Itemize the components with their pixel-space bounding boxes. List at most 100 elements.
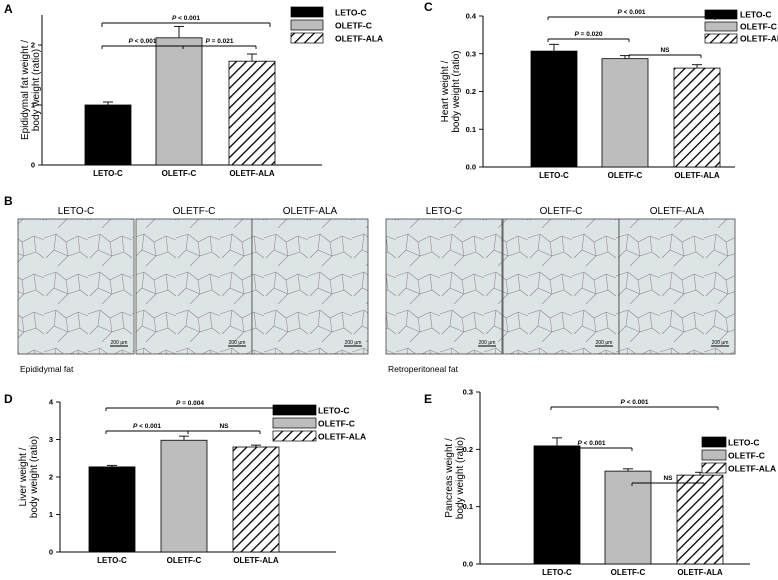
p-symbol: P: [176, 400, 181, 407]
bar-oletf-c: [601, 58, 649, 168]
y-axis-label: Heart weight /body weight (ratio): [440, 50, 462, 132]
bar-oletf-ala: [232, 446, 280, 553]
bar-leto-c: [84, 104, 132, 166]
panel-letter: B: [4, 194, 13, 208]
y-axis-label-line: Liver weight /: [18, 447, 29, 506]
y-tick-label: 1: [49, 510, 53, 519]
panel-letter: A: [4, 2, 13, 16]
p-symbol: P: [172, 15, 177, 22]
p-value: = 0.004: [180, 400, 204, 407]
category-label: OLETF-ALA: [233, 556, 279, 565]
category-label: LETO-C: [542, 568, 572, 577]
p-value: < 0.001: [176, 15, 200, 22]
y-tick-label: 1: [31, 101, 35, 110]
scale-bar-label: 200 μm: [111, 340, 128, 346]
bar-oletf-c: [160, 439, 208, 553]
p-value: < 0.001: [625, 399, 649, 406]
p-symbol: P: [205, 38, 210, 45]
legend-swatch: [704, 21, 738, 32]
y-tick-label: 0.2: [466, 87, 476, 96]
column-header: OLETF-C: [540, 206, 583, 217]
y-axis-label-line: body weight (ratio): [451, 50, 462, 132]
legend-swatch: [290, 6, 324, 18]
column-header: OLETF-C: [173, 206, 216, 217]
significance-label: P < 0.001: [128, 38, 156, 45]
significance-label: NS: [219, 423, 229, 430]
significance-label: P = 0.004: [176, 400, 204, 407]
legend-swatch: [290, 32, 324, 44]
histology-image: [251, 218, 369, 355]
panel-b: B LETO-C 200 μm OLETF-C 200 μm OLETF-ALA 200 μ…: [4, 194, 736, 374]
p-symbol: P: [133, 423, 138, 430]
panel-c: C 0.0 0.1 0.2 0.3 0.4 Heart weight /body weigh…: [424, 0, 778, 180]
histology-caption: Epididymal fat: [20, 364, 74, 374]
significance-label: P = 0.021: [205, 38, 233, 45]
significance-label: NS: [660, 47, 670, 54]
scale-bar-label: 200 μm: [479, 340, 496, 346]
histology-caption: Retroperitoneal fat: [388, 364, 459, 374]
category-label: OLETF-C: [162, 169, 197, 178]
histology-image: [385, 218, 503, 355]
y-axis-label-line: body weight (ratio): [455, 437, 466, 519]
significance-label: P = 0.020: [574, 31, 602, 38]
legend-label: OLETF-C: [318, 419, 355, 429]
category-label: OLETF-ALA: [677, 568, 723, 577]
histology-image: [135, 218, 253, 355]
legend-swatch: [290, 19, 324, 31]
p-symbol: P: [128, 38, 133, 45]
bar-oletf-ala: [228, 60, 276, 166]
legend-label: OLETF-ALA: [335, 34, 383, 44]
column-header: OLETF-ALA: [283, 206, 338, 217]
scale-bar-label: 200 μm: [229, 340, 246, 346]
histology-image: [502, 218, 620, 355]
column-header: OLETF-ALA: [650, 206, 705, 217]
legend-swatch: [701, 449, 727, 461]
significance-label: P < 0.001: [617, 9, 645, 16]
bar-leto-c: [533, 445, 581, 565]
bar-leto-c: [530, 50, 578, 168]
y-tick-label: 0.1: [463, 502, 473, 511]
histology-image: [618, 218, 736, 355]
category-label: OLETF-C: [167, 556, 202, 565]
column-header: LETO-C: [58, 206, 95, 217]
panel-letter: C: [424, 0, 433, 14]
p-value: < 0.001: [133, 38, 157, 45]
legend-label: OLETF-ALA: [740, 34, 778, 44]
legend-swatch: [704, 33, 738, 44]
scale-bar-label: 200 μm: [345, 340, 362, 346]
legend-label: OLETF-ALA: [318, 432, 366, 442]
scale-bar-label: 200 μm: [712, 340, 729, 346]
p-symbol: P: [620, 399, 625, 406]
y-tick-label: 0: [49, 548, 53, 557]
bar-oletf-ala: [673, 67, 721, 168]
p-value: = 0.020: [579, 31, 603, 38]
legend-swatch: [704, 9, 738, 20]
y-tick-label: 0.0: [463, 560, 473, 569]
legend-label: LETO-C: [740, 10, 771, 20]
y-tick-label: 0: [31, 161, 35, 170]
significance-label: P < 0.001: [577, 440, 605, 447]
y-tick-label: 0.3: [463, 388, 473, 397]
y-axis-label: Pancreas weight /body weight (ratio): [444, 437, 466, 519]
bar-oletf-ala: [676, 474, 724, 565]
legend-swatch: [272, 404, 317, 416]
p-symbol: P: [577, 440, 582, 447]
legend-label: LETO-C: [728, 438, 759, 448]
column-header: LETO-C: [426, 206, 463, 217]
legend-label: LETO-C: [335, 8, 366, 18]
legend-label: OLETF-C: [728, 451, 765, 461]
significance-label: P < 0.001: [620, 399, 648, 406]
p-value: < 0.001: [582, 440, 606, 447]
y-axis-label-line: body weight (ratio): [31, 49, 42, 131]
significance-label: NS: [663, 475, 673, 482]
significance-label: P < 0.001: [172, 15, 200, 22]
legend-swatch: [272, 417, 317, 429]
category-label: OLETF-C: [608, 171, 643, 180]
bar-oletf-c: [604, 470, 652, 565]
y-tick-label: 0.2: [463, 445, 473, 454]
p-value: = 0.021: [210, 38, 234, 45]
bar-oletf-c: [155, 37, 203, 166]
p-symbol: P: [617, 9, 622, 16]
legend-label: OLETF-ALA: [728, 464, 776, 474]
